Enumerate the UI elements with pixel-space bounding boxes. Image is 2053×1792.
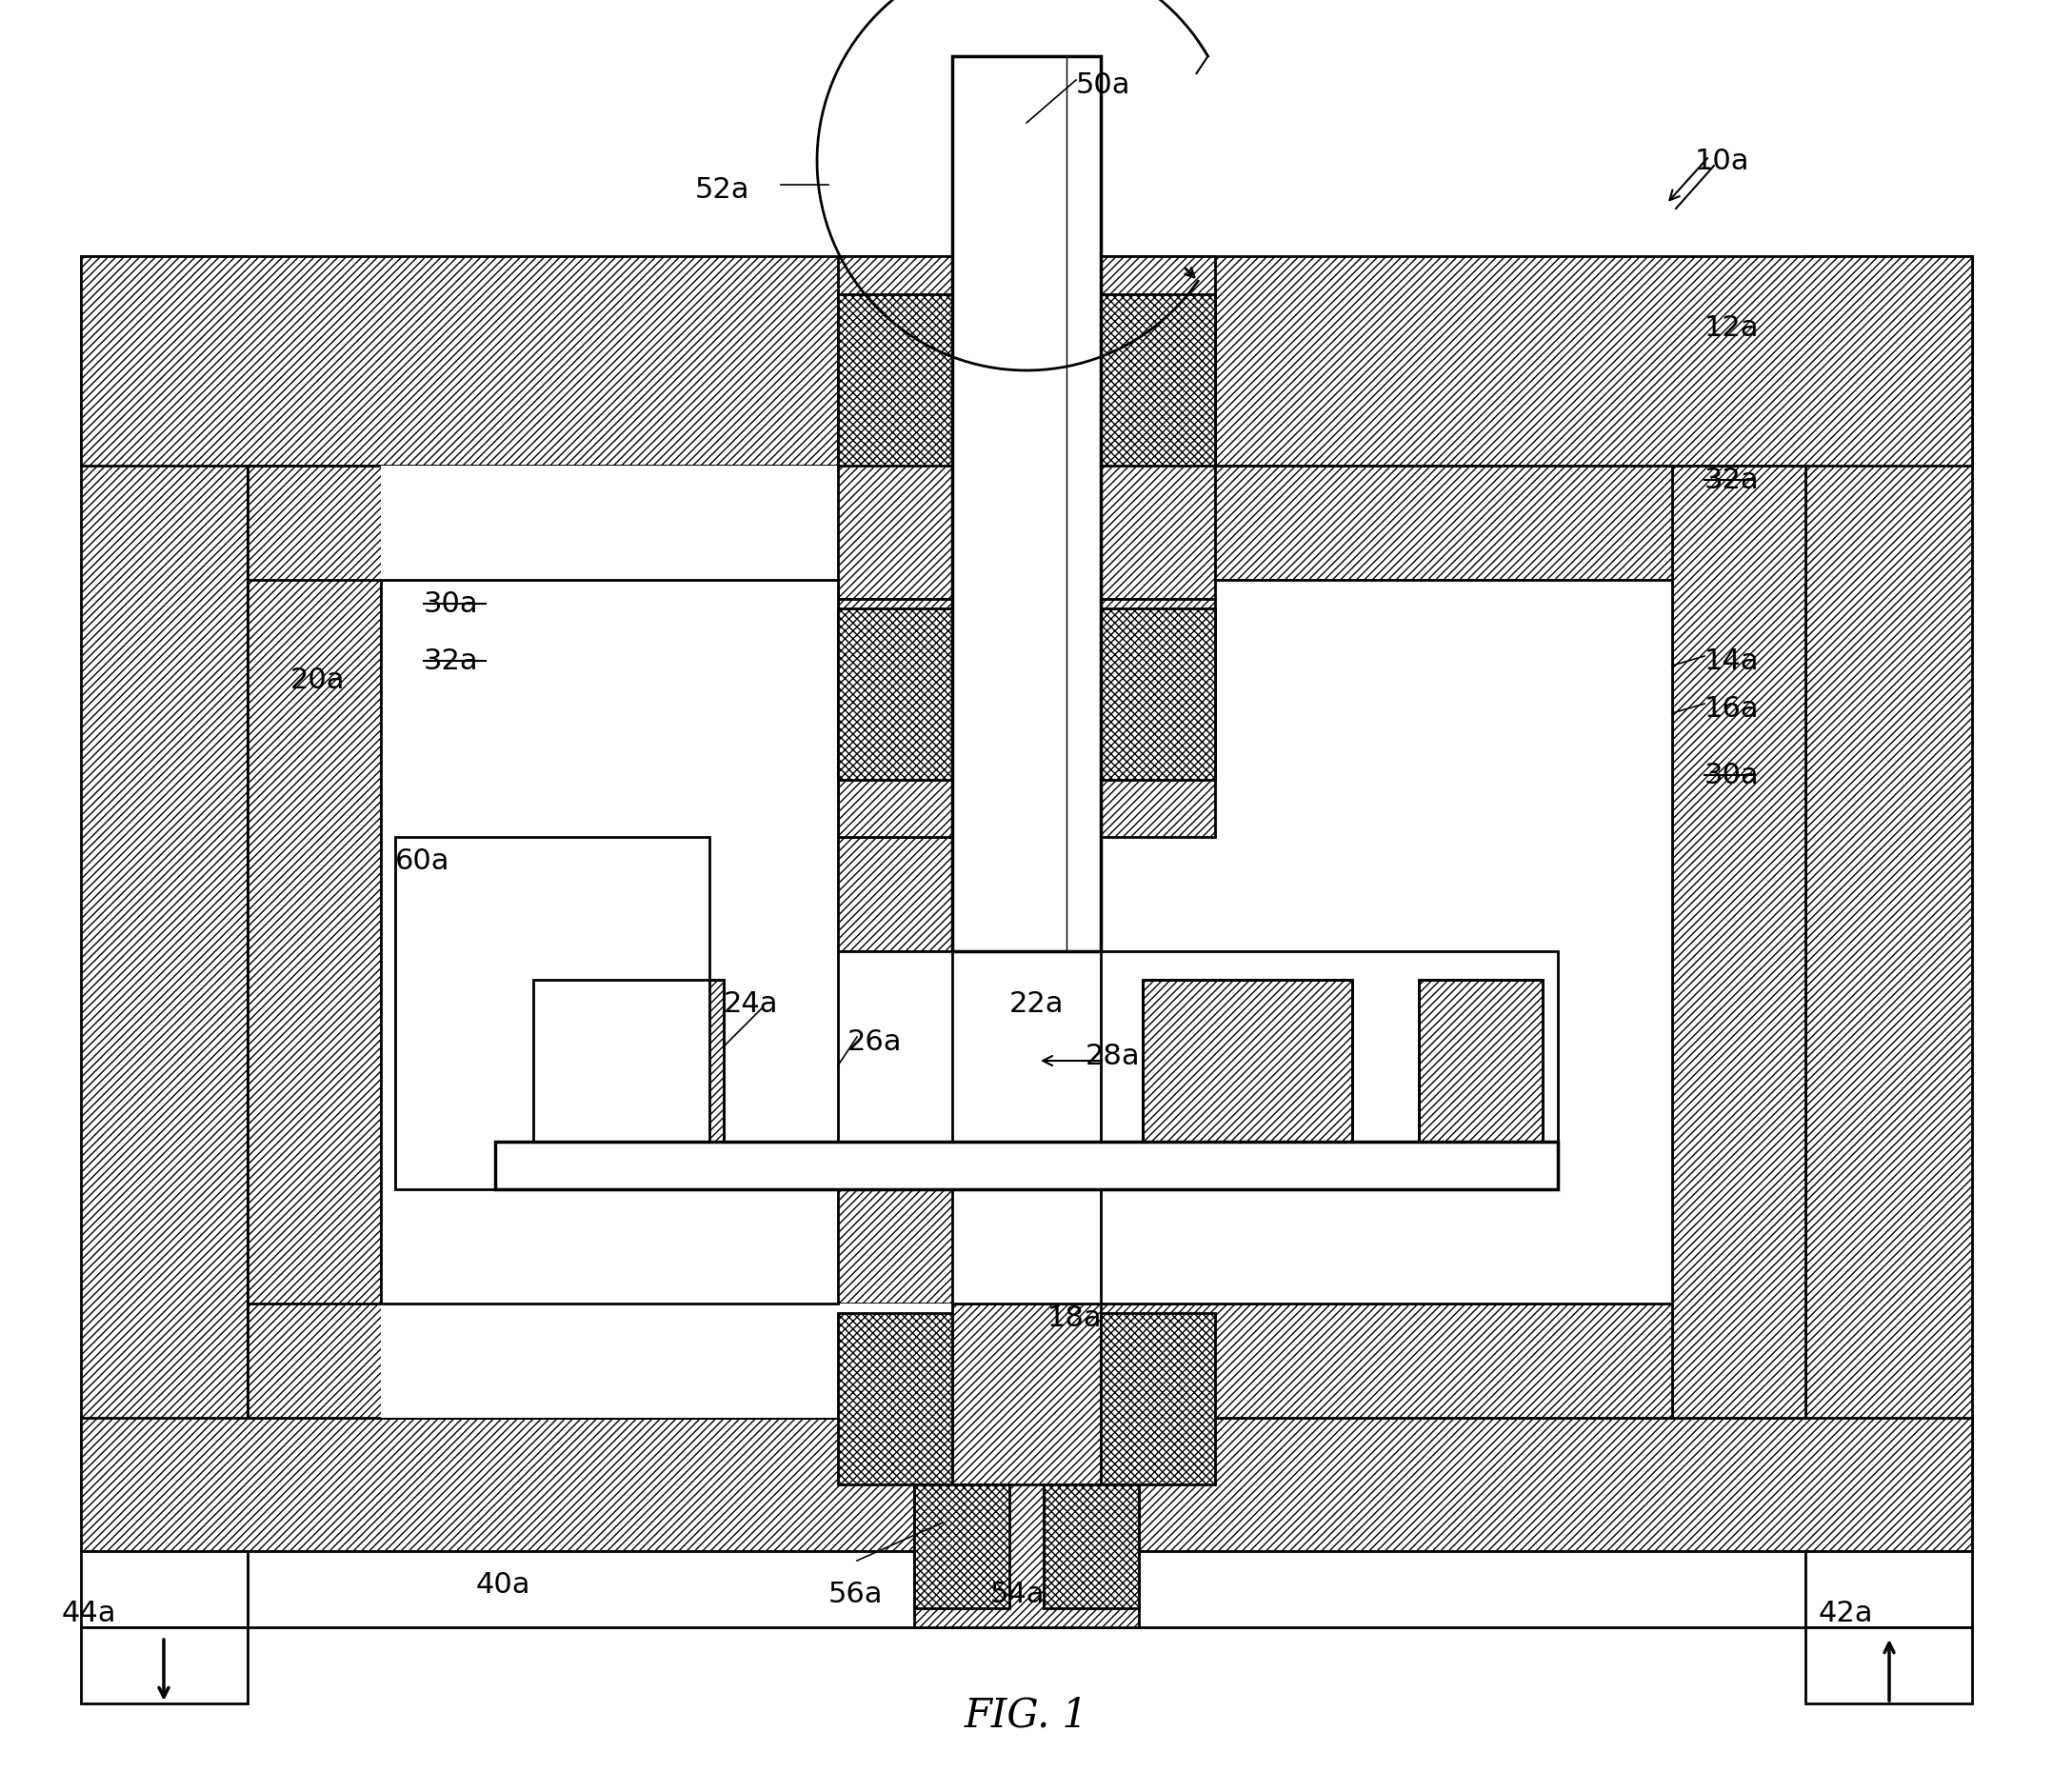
Bar [80, 256, 1033, 466]
Bar [1082, 1305, 1671, 1417]
Bar [1144, 980, 1353, 1190]
Bar [953, 1305, 1100, 1552]
Bar [1053, 609, 1215, 780]
Text: 24a: 24a [725, 989, 778, 1018]
Bar [248, 1552, 1805, 1627]
Text: 12a: 12a [1704, 314, 1759, 342]
Bar [248, 466, 382, 1417]
Bar [838, 609, 1000, 780]
Bar [80, 1552, 248, 1627]
Bar [1558, 837, 1671, 1305]
Bar [382, 1190, 1671, 1305]
Text: 30a: 30a [1704, 762, 1759, 788]
Bar [1100, 1314, 1215, 1484]
Bar [394, 837, 710, 1190]
Bar [382, 837, 1671, 952]
Bar [838, 256, 1000, 600]
Text: FIG. 1: FIG. 1 [965, 1695, 1088, 1735]
Bar [1671, 466, 1805, 1417]
Bar [1082, 581, 1671, 1305]
Text: 16a: 16a [1704, 695, 1759, 722]
Text: 54a: 54a [990, 1581, 1045, 1607]
Text: 52a: 52a [696, 176, 749, 204]
Bar [1020, 1417, 1973, 1552]
Bar [1043, 1484, 1139, 1609]
Bar [914, 1484, 1139, 1627]
Bar [953, 57, 1100, 952]
Bar [1419, 980, 1542, 1190]
Bar [1805, 1552, 1973, 1627]
Bar [914, 1484, 1010, 1609]
Text: 14a: 14a [1704, 647, 1759, 676]
Bar [1053, 600, 1215, 837]
Text: 44a: 44a [62, 1598, 117, 1627]
Bar [1419, 980, 1542, 1190]
Bar [838, 296, 1000, 466]
Bar [534, 980, 725, 1190]
Text: 56a: 56a [829, 1581, 883, 1607]
Text: 30a: 30a [423, 590, 478, 618]
Bar [495, 952, 1558, 1190]
Bar [382, 837, 495, 1305]
Bar [80, 1417, 1033, 1552]
Bar [1053, 256, 1215, 600]
Bar [248, 466, 971, 581]
Text: 28a: 28a [1086, 1043, 1139, 1070]
Text: 22a: 22a [1010, 989, 1063, 1018]
Text: 20a: 20a [289, 667, 345, 694]
Bar [80, 1627, 248, 1704]
Bar [495, 1142, 1558, 1190]
Text: 32a: 32a [1704, 466, 1759, 495]
Bar [248, 1305, 971, 1417]
Bar [382, 1305, 971, 1417]
Bar [1020, 256, 1973, 466]
Text: 42a: 42a [1819, 1598, 1874, 1627]
Text: 10a: 10a [1696, 147, 1749, 176]
Text: 18a: 18a [1047, 1305, 1102, 1331]
Bar [1144, 980, 1353, 1190]
Bar [1805, 1627, 1973, 1704]
Bar [1053, 296, 1215, 466]
Bar [382, 466, 971, 581]
Bar [534, 980, 725, 1190]
Text: 32a: 32a [423, 647, 478, 676]
Bar [1805, 256, 1973, 1523]
Text: 40a: 40a [476, 1570, 532, 1598]
Text: 60a: 60a [394, 848, 450, 874]
Bar [382, 581, 838, 1305]
Bar [80, 256, 248, 1523]
Bar [838, 600, 1000, 837]
Text: 50a: 50a [1076, 72, 1131, 99]
Text: 26a: 26a [848, 1029, 901, 1055]
Bar [953, 837, 1100, 1305]
Bar [1082, 466, 1671, 581]
Bar [838, 1314, 953, 1484]
